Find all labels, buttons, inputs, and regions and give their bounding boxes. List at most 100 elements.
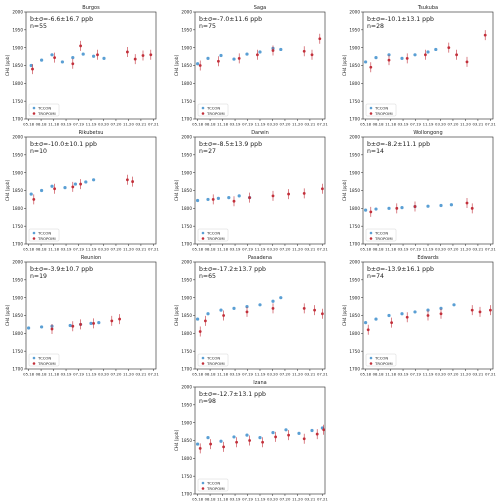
x-tick-label: 11.19 (255, 247, 266, 252)
y-tick-label: 1700 (181, 492, 192, 497)
legend-label-tropomi: TROPOMI (374, 111, 393, 116)
data-point (222, 445, 226, 449)
x-tick-label: 11.19 (423, 247, 434, 252)
x-tick-label: 05.18 (360, 372, 371, 377)
x-tick-label: 03.19 (61, 122, 72, 127)
data-point (470, 206, 474, 210)
x-tick-label: 11.18 (217, 497, 228, 502)
data-point (141, 54, 145, 57)
x-tick-label: 07.20 (111, 372, 122, 377)
legend-marker-tccon (201, 106, 205, 110)
data-point (374, 317, 378, 321)
y-tick-label: 2000 (349, 10, 360, 15)
x-tick-label: 07.20 (448, 122, 459, 127)
x-tick-label: 05.18 (192, 247, 203, 252)
legend-marker-tccon (201, 356, 205, 360)
panel-title: Edwards (417, 255, 439, 261)
legend-marker-tropomi (32, 362, 36, 365)
bias-annotation: b±σ=-17.2±13.7 ppb (199, 266, 266, 273)
data-point (390, 321, 393, 325)
legend-marker-tccon (369, 106, 373, 110)
series-tccon (29, 178, 96, 196)
x-tick-label: 08.18 (373, 372, 384, 377)
data-point (131, 180, 135, 183)
y-tick-label: 1950 (12, 27, 23, 32)
x-tick-label: 03.19 (230, 122, 241, 127)
data-point (465, 201, 469, 205)
x-tick-label: 03.21 (135, 122, 146, 127)
data-point (79, 44, 82, 48)
y-tick-label: 1900 (349, 170, 360, 175)
y-tick-label: 1700 (181, 367, 192, 372)
y-tick-label: 1800 (349, 206, 360, 211)
x-tick-label: 03.20 (98, 122, 109, 127)
data-point (198, 64, 202, 67)
legend-label-tccon: TCCON (206, 231, 220, 236)
data-point (219, 439, 223, 443)
y-tick-label: 1850 (349, 313, 360, 318)
data-point (364, 60, 368, 64)
data-point (31, 67, 34, 71)
x-tick-label: 08.18 (36, 122, 47, 127)
series-tropomi (198, 303, 324, 337)
x-tick-label: 11.19 (423, 122, 434, 127)
count-annotation: n=98 (199, 398, 216, 405)
x-tick-label: 03.20 (435, 122, 446, 127)
x-tick-label: 08.18 (205, 247, 216, 252)
x-tick-label: 07.20 (448, 372, 459, 377)
y-tick-label: 1950 (181, 277, 192, 282)
x-tick-label: 07.21 (148, 122, 159, 127)
y-tick-label: 1700 (349, 117, 360, 122)
data-point (279, 296, 283, 300)
data-point (302, 437, 306, 441)
data-point (364, 321, 368, 325)
x-tick-label: 05.18 (192, 372, 203, 377)
legend-label-tropomi: TROPOMI (37, 236, 56, 241)
data-point (29, 63, 33, 68)
panel-title: Reunion (81, 255, 101, 261)
data-point (71, 62, 75, 66)
x-tick-label: 11.18 (217, 122, 228, 127)
y-tick-label: 1900 (12, 295, 23, 300)
data-point (219, 308, 223, 312)
count-annotation: n=10 (30, 148, 47, 155)
data-point (271, 306, 275, 310)
panel-burgos: Burgos 1700 1750 1800 1850 1900 1950 2000 CH4 [p… (5, 5, 159, 127)
x-tick-label: 07.21 (485, 247, 496, 252)
data-point (206, 56, 210, 60)
x-tick-label: 11.20 (123, 122, 134, 127)
data-point (71, 324, 75, 328)
x-tick-label: 07.21 (317, 247, 328, 252)
y-tick-label: 1850 (349, 63, 360, 68)
legend-marker-tccon (369, 356, 373, 360)
data-point (198, 446, 202, 450)
data-point (92, 321, 95, 325)
data-point (256, 53, 259, 57)
y-tick-label: 1800 (181, 81, 192, 86)
x-tick-label: 05.18 (23, 372, 34, 377)
data-point (79, 323, 82, 326)
data-point (287, 192, 290, 196)
y-tick-label: 1900 (181, 295, 192, 300)
data-point (369, 65, 373, 69)
series-tccon (364, 203, 453, 212)
x-tick-label: 03.20 (98, 372, 109, 377)
panel-saga: Saga 1700 1750 1800 1850 1900 1950 2000 CH4 [ppb… (174, 5, 328, 127)
y-tick-label: 1800 (12, 331, 23, 336)
data-point (196, 62, 200, 66)
data-point (50, 53, 54, 57)
data-point (258, 303, 262, 307)
x-tick-label: 03.21 (472, 372, 483, 377)
y-tick-label: 1750 (12, 224, 23, 229)
data-point (287, 433, 290, 437)
x-tick-label: 08.18 (36, 372, 47, 377)
legend-marker-tropomi (201, 237, 205, 240)
x-tick-label: 07.20 (280, 372, 291, 377)
x-tick-label: 07.19 (242, 122, 253, 127)
y-axis-label: CH4 [ppb] (174, 54, 179, 76)
x-tick-label: 11.18 (385, 247, 396, 252)
x-tick-label: 11.19 (255, 122, 266, 127)
data-point (196, 198, 200, 203)
